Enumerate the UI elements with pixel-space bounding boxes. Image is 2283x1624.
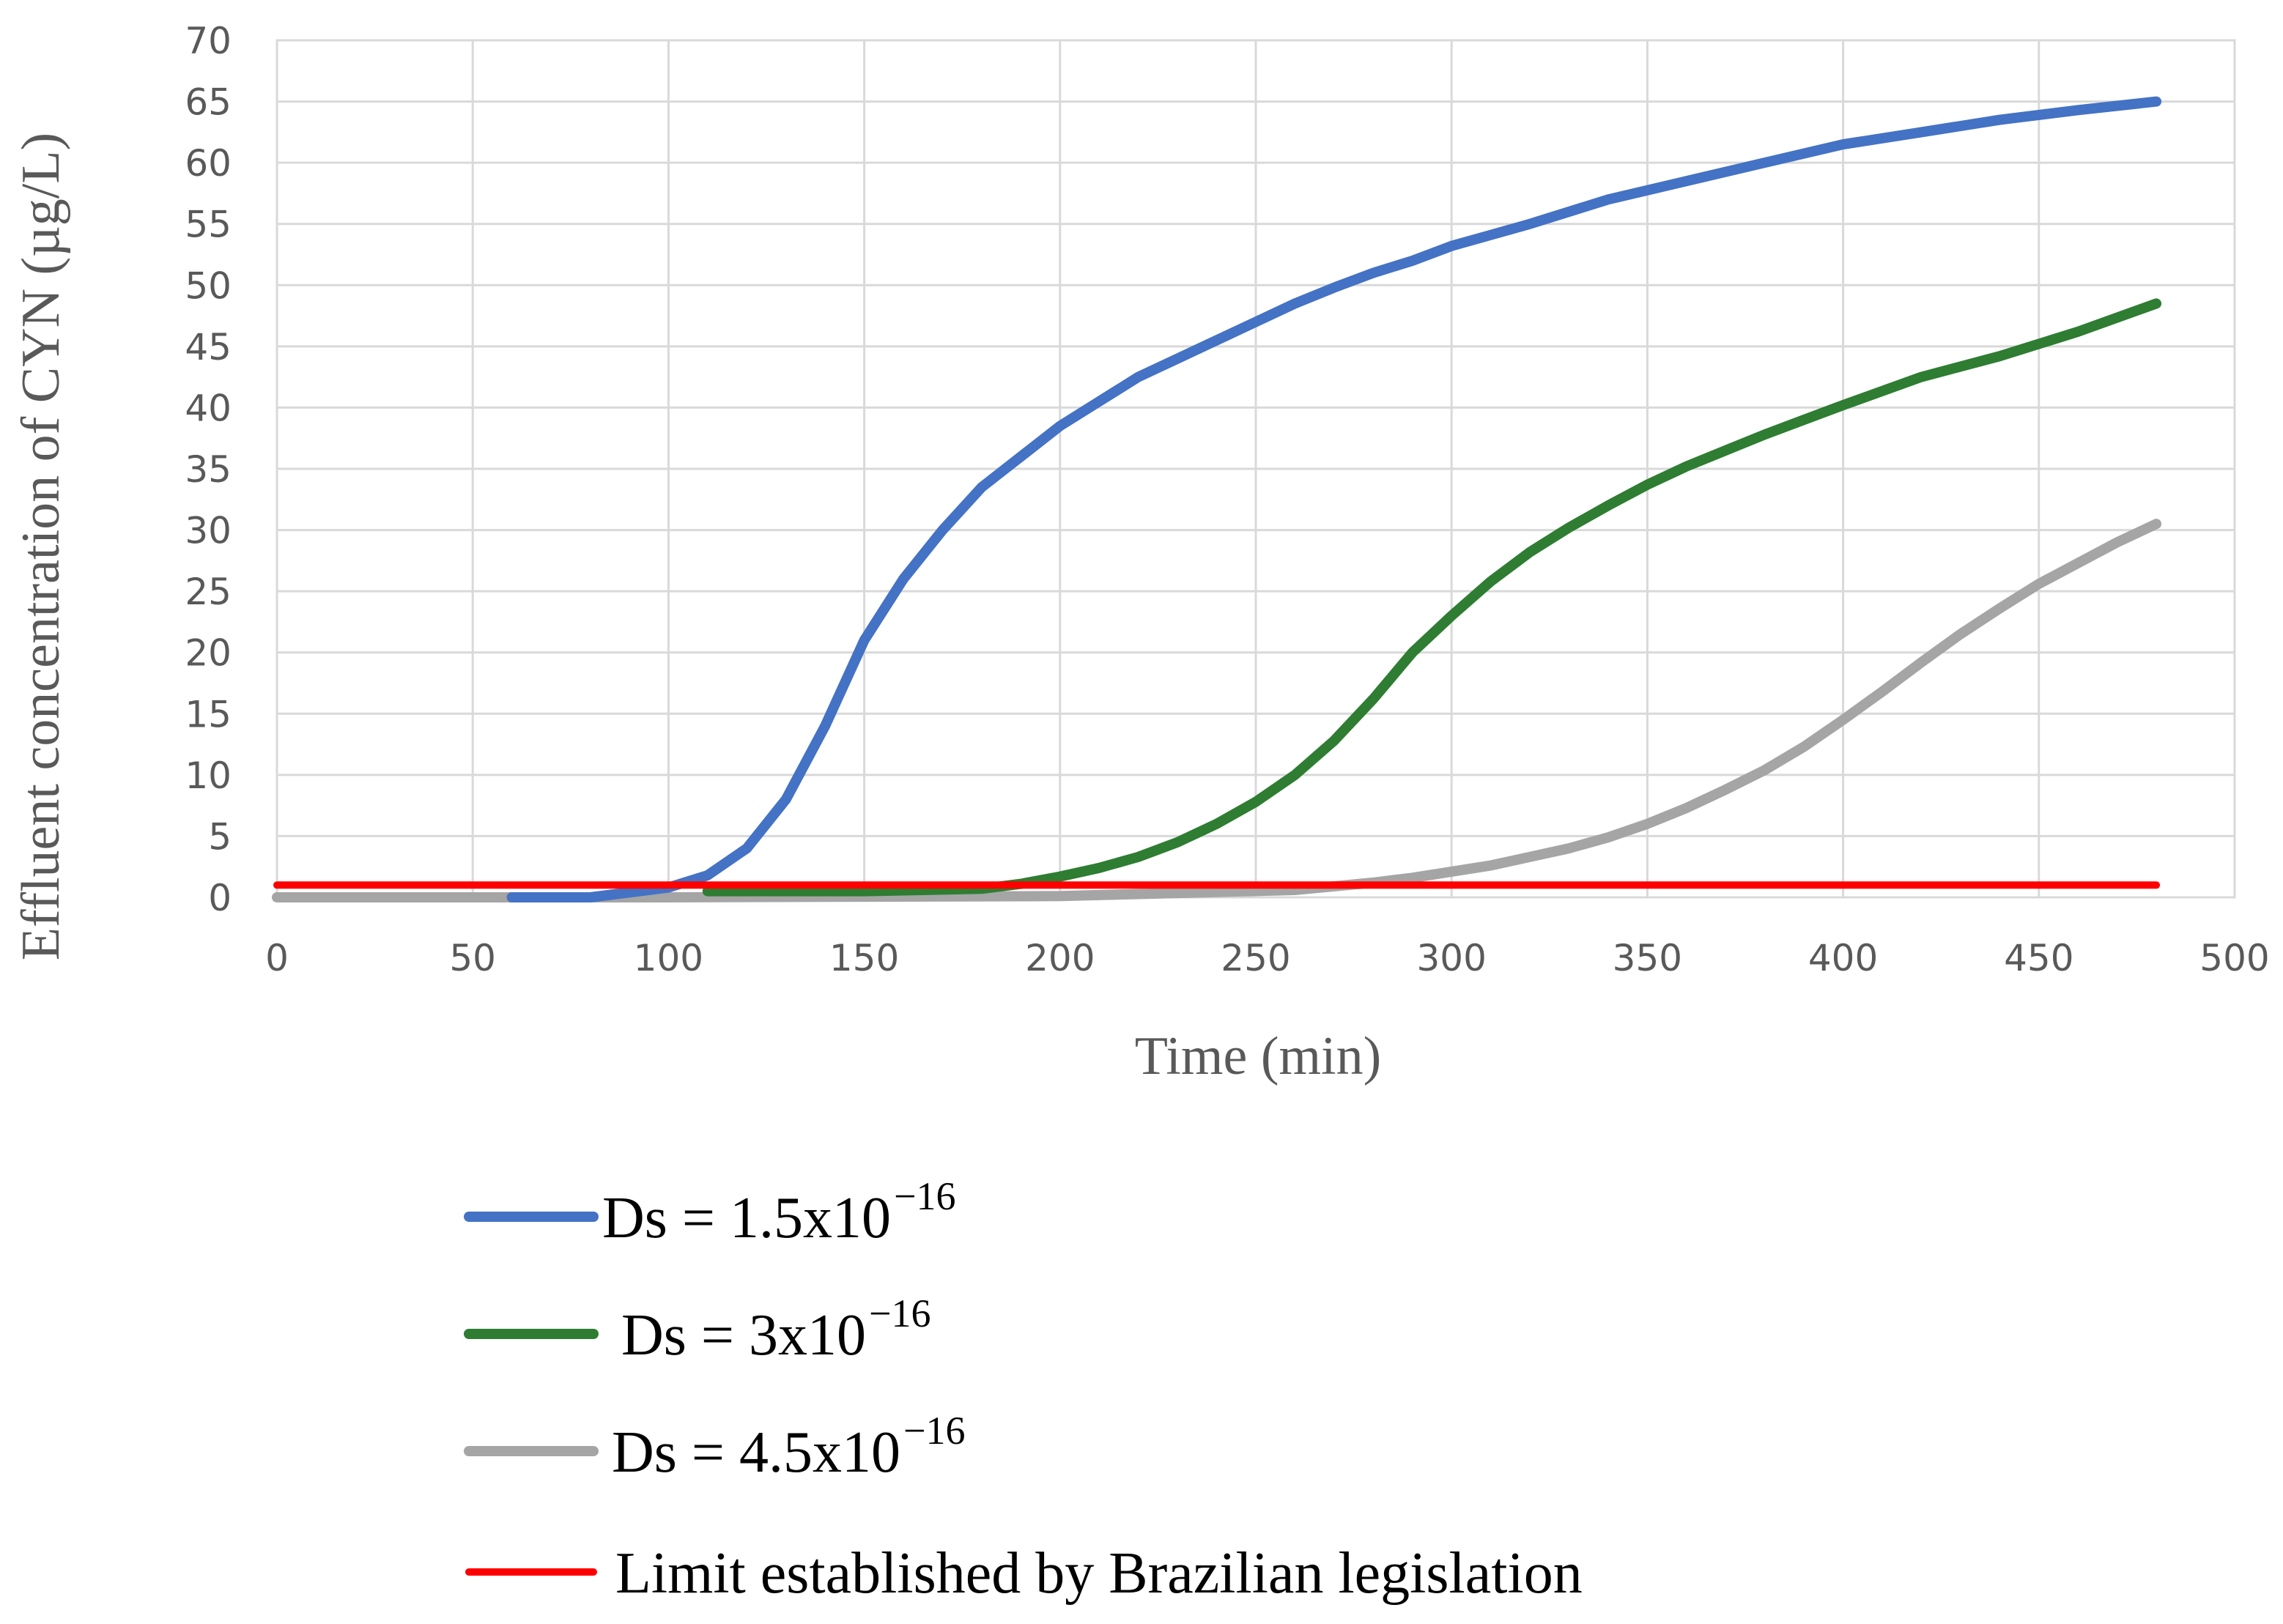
y-tick-label: 20 [185, 632, 232, 675]
y-tick-label: 40 [185, 387, 232, 429]
y-axis-tick-labels: 0 5 10 15 20 25 30 35 40 45 50 55 60 65 70 [185, 20, 232, 919]
gridlines [275, 39, 2236, 899]
x-tick-label: 500 [2199, 937, 2269, 979]
y-axis-title: Effluent concentration of CYN (µg/L) [11, 133, 71, 960]
legend-exponent-3: −16 [903, 1409, 965, 1453]
x-tick-label: 50 [449, 937, 496, 979]
x-tick-label: 0 [265, 937, 289, 979]
x-axis-tick-labels: 0 50 100 150 200 250 300 350 400 450 500 [265, 937, 2270, 979]
x-tick-label: 250 [1221, 937, 1290, 979]
y-tick-label: 10 [185, 754, 232, 797]
series-line-1 [506, 96, 2162, 902]
y-tick-label: 25 [185, 571, 232, 613]
legend-label-3: Ds = 4.5x10−16 [612, 1409, 966, 1485]
x-tick-label: 350 [1613, 937, 1682, 979]
y-tick-label: 45 [185, 326, 232, 368]
legend-label-4: Limit established by Brazilian legislati… [615, 1541, 1583, 1606]
y-tick-label: 0 [208, 877, 232, 919]
series-line-3 [272, 519, 2162, 902]
y-tick-label: 50 [185, 264, 232, 307]
y-tick-label: 15 [185, 693, 232, 735]
legend-exponent-2: −16 [869, 1291, 930, 1335]
x-tick-label: 300 [1416, 937, 1486, 979]
legend: Ds = 1.5x10−16 Ds = 3x10−16 Ds = 4.5x10−16… [464, 1174, 1583, 1606]
legend-exponent-1: −16 [894, 1174, 955, 1218]
y-tick-label: 55 [185, 204, 232, 246]
data-series [272, 96, 2162, 902]
legend-label-1: Ds = 1.5x10−16 [602, 1174, 956, 1250]
x-tick-label: 400 [1808, 937, 1878, 979]
y-tick-label: 30 [185, 510, 232, 552]
y-tick-label: 60 [185, 142, 232, 185]
x-tick-label: 100 [634, 937, 703, 979]
x-tick-label: 450 [2004, 937, 2073, 979]
y-tick-label: 70 [185, 20, 232, 62]
legend-label-2: Ds = 3x10−16 [621, 1291, 931, 1368]
y-tick-label: 35 [185, 448, 232, 491]
series-line-2 [702, 298, 2162, 897]
plot-area-border [275, 39, 2236, 899]
x-tick-label: 200 [1025, 937, 1095, 979]
x-tick-label: 150 [829, 937, 899, 979]
y-tick-label: 65 [185, 81, 232, 124]
y-tick-label: 5 [208, 815, 232, 858]
x-axis-title: Time (min) [1135, 1026, 1381, 1086]
